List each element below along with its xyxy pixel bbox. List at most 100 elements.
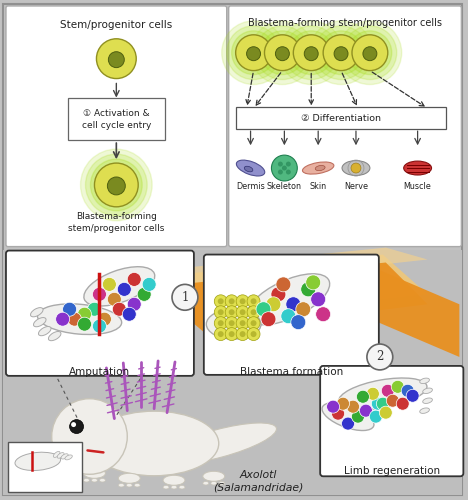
Circle shape — [261, 312, 276, 326]
Circle shape — [250, 331, 256, 337]
Circle shape — [351, 410, 365, 423]
Circle shape — [279, 21, 343, 84]
Circle shape — [236, 316, 249, 330]
Polygon shape — [378, 270, 460, 357]
Circle shape — [250, 320, 256, 326]
Text: Skin: Skin — [310, 182, 327, 191]
FancyBboxPatch shape — [67, 98, 165, 140]
Circle shape — [117, 282, 131, 296]
Circle shape — [376, 397, 389, 410]
Ellipse shape — [404, 161, 431, 175]
Text: Nerve: Nerve — [344, 182, 368, 191]
Circle shape — [278, 162, 283, 166]
Ellipse shape — [30, 308, 43, 317]
Ellipse shape — [83, 478, 89, 482]
Circle shape — [222, 21, 285, 84]
Circle shape — [214, 328, 227, 340]
Polygon shape — [151, 262, 428, 332]
Circle shape — [323, 35, 359, 70]
Circle shape — [306, 275, 321, 290]
Circle shape — [271, 287, 286, 302]
Circle shape — [229, 309, 234, 315]
Circle shape — [359, 404, 373, 417]
Ellipse shape — [342, 160, 370, 176]
Circle shape — [71, 422, 76, 427]
Ellipse shape — [61, 454, 68, 459]
Ellipse shape — [38, 326, 51, 336]
Circle shape — [236, 295, 249, 308]
FancyBboxPatch shape — [236, 108, 446, 130]
Circle shape — [142, 278, 156, 291]
Circle shape — [351, 163, 361, 173]
Ellipse shape — [48, 332, 61, 340]
Ellipse shape — [211, 482, 217, 485]
Text: Blastema formation: Blastema formation — [240, 367, 343, 377]
Text: ① Activation &
cell cycle entry: ① Activation & cell cycle entry — [81, 108, 151, 130]
Ellipse shape — [84, 266, 155, 306]
Circle shape — [172, 284, 198, 310]
Circle shape — [214, 295, 227, 308]
Ellipse shape — [99, 478, 105, 482]
Circle shape — [247, 328, 260, 340]
Text: 2: 2 — [376, 350, 383, 364]
Ellipse shape — [91, 478, 97, 482]
Circle shape — [236, 306, 249, 318]
Ellipse shape — [163, 486, 169, 489]
Ellipse shape — [118, 484, 124, 487]
Circle shape — [240, 298, 246, 304]
Ellipse shape — [315, 166, 325, 170]
Circle shape — [391, 380, 404, 394]
Circle shape — [343, 26, 397, 80]
Circle shape — [264, 35, 300, 70]
Circle shape — [93, 288, 106, 302]
Text: Dermis: Dermis — [236, 182, 265, 191]
Circle shape — [250, 298, 256, 304]
Circle shape — [369, 410, 382, 423]
Circle shape — [367, 344, 393, 370]
Circle shape — [282, 166, 287, 170]
Text: Muscle: Muscle — [404, 182, 431, 191]
Ellipse shape — [423, 388, 432, 394]
Circle shape — [225, 316, 238, 330]
Circle shape — [309, 21, 373, 84]
Circle shape — [304, 46, 318, 60]
Text: 1: 1 — [181, 291, 189, 304]
Circle shape — [352, 35, 388, 70]
Circle shape — [232, 31, 276, 74]
Circle shape — [301, 282, 316, 297]
Ellipse shape — [244, 166, 253, 172]
Text: ② Differentiation: ② Differentiation — [301, 114, 381, 123]
Text: Axolotl
(Salamandridae): Axolotl (Salamandridae) — [213, 470, 304, 492]
Circle shape — [225, 328, 238, 340]
Ellipse shape — [322, 402, 374, 430]
Circle shape — [289, 31, 333, 74]
Circle shape — [380, 406, 392, 419]
Circle shape — [102, 278, 117, 291]
Circle shape — [78, 317, 91, 331]
Text: Amputation: Amputation — [69, 367, 130, 377]
Ellipse shape — [89, 411, 219, 476]
Ellipse shape — [171, 486, 177, 489]
Ellipse shape — [339, 378, 427, 410]
Circle shape — [240, 309, 246, 315]
Circle shape — [250, 309, 256, 315]
Circle shape — [346, 400, 359, 413]
Circle shape — [80, 149, 152, 220]
Ellipse shape — [420, 378, 430, 384]
Circle shape — [281, 308, 296, 324]
Circle shape — [227, 26, 280, 80]
FancyBboxPatch shape — [229, 6, 461, 246]
Circle shape — [316, 307, 330, 322]
Circle shape — [401, 384, 414, 397]
Ellipse shape — [247, 274, 329, 325]
Ellipse shape — [65, 455, 73, 460]
Polygon shape — [147, 254, 428, 321]
Circle shape — [386, 394, 399, 407]
Ellipse shape — [57, 452, 64, 458]
Circle shape — [109, 52, 124, 68]
Circle shape — [95, 163, 138, 207]
Text: Blastema-forming stem/progenitor cells: Blastema-forming stem/progenitor cells — [248, 18, 442, 28]
Ellipse shape — [37, 304, 122, 334]
Circle shape — [236, 35, 271, 70]
Circle shape — [366, 388, 380, 400]
